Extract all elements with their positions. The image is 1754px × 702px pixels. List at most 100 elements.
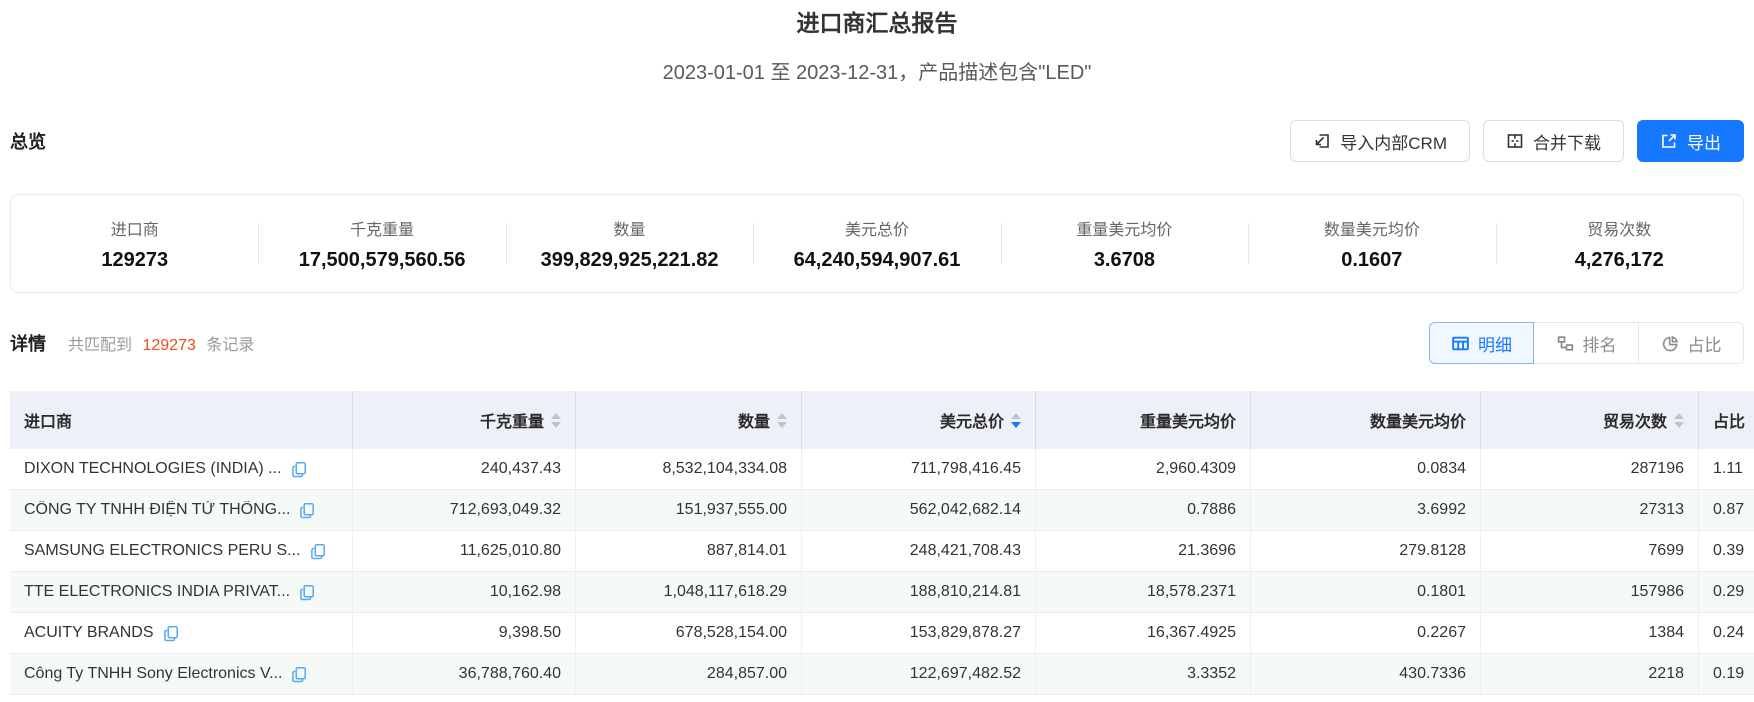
share-cell: 0.19 [1713, 665, 1745, 682]
table-icon [1451, 334, 1470, 353]
usd-per-quantity-cell: 279.8128 [1251, 531, 1481, 571]
importer-name: TTE ELECTRONICS INDIA PRIVAT... [24, 583, 291, 600]
usd-per-weight-cell: 2,960.4309 [1036, 449, 1251, 489]
trade-count-cell: 157986 [1481, 572, 1699, 612]
importer-name: CÔNG TY TNHH ĐIỆN TỬ THÔNG... [24, 501, 291, 518]
col-header-label: 数量美元均价 [1369, 414, 1466, 431]
share-cell: 1.11 [1713, 460, 1743, 477]
col-header-label: 美元总价 [939, 414, 1004, 431]
tab-detail[interactable]: 明细 [1429, 322, 1534, 364]
ranking-icon [1556, 334, 1575, 353]
stat-value: 129273 [101, 248, 169, 271]
tab-share[interactable]: 占比 [1639, 322, 1744, 364]
share-cell: 0.87 [1713, 501, 1745, 518]
table-header-row: 进口商 千克重量 数量 美元总价 重量美元均价 数量美 [10, 391, 1754, 449]
copy-icon[interactable] [310, 543, 326, 560]
usd-per-quantity-cell: 0.0834 [1251, 449, 1481, 489]
col-header-usd-total[interactable]: 美元总价 [802, 391, 1036, 449]
stat-value: 3.6708 [1093, 248, 1155, 271]
details-toolbar: 详情 共匹配到 129273 条记录 明细 排名 [10, 322, 1744, 364]
stat-usd-per-weight: 重量美元均价 3.6708 [1000, 195, 1248, 292]
kg-weight-cell: 36,788,760.40 [353, 654, 576, 694]
merge-download-label: 合并下载 [1533, 133, 1601, 153]
col-header-importer: 进口商 [10, 391, 353, 449]
tab-ranking[interactable]: 排名 [1534, 322, 1639, 364]
table-row: ACUITY BRANDS 9,398.50 678,528,154.00 15… [10, 613, 1754, 654]
importer-name: ACUITY BRANDS [24, 624, 154, 641]
kg-weight-cell: 10,162.98 [353, 572, 576, 612]
overview-section-title: 总览 [10, 132, 46, 152]
match-suffix: 条记录 [206, 337, 255, 354]
copy-icon[interactable] [291, 666, 307, 683]
stat-value: 399,829,925,221.82 [540, 248, 719, 271]
quantity-cell: 887,814.01 [576, 531, 802, 571]
stat-value: 17,500,579,560.56 [298, 248, 466, 271]
col-header-usd-per-quantity: 数量美元均价 [1251, 391, 1481, 449]
kg-weight-cell: 9,398.50 [353, 613, 576, 653]
usd-total-cell: 248,421,708.43 [802, 531, 1036, 571]
importer-cell: ACUITY BRANDS [10, 613, 353, 653]
stat-value: 0.1607 [1341, 248, 1403, 271]
stat-trade-count: 贸易次数 4,276,172 [1495, 195, 1743, 292]
kg-weight-cell: 11,625,010.80 [353, 531, 576, 571]
quantity-cell: 1,048,117,618.29 [576, 572, 802, 612]
col-header-label: 贸易次数 [1602, 414, 1667, 431]
importer-summary-report-page: 进口商汇总报告 2023-01-01 至 2023-12-31，产品描述包含"L… [0, 8, 1754, 702]
table-row: SAMSUNG ELECTRONICS PERU S... 11,625,010… [10, 531, 1754, 572]
table-row: CÔNG TY TNHH ĐIỆN TỬ THÔNG... 712,693,04… [10, 490, 1754, 531]
trade-count-cell: 27313 [1481, 490, 1699, 530]
usd-per-weight-cell: 16,367.4925 [1036, 613, 1251, 653]
col-header-quantity[interactable]: 数量 [576, 391, 802, 449]
col-header-trade-count[interactable]: 贸易次数 [1481, 391, 1699, 449]
merge-download-button[interactable]: 合并下载 [1483, 120, 1624, 162]
kg-weight-cell: 240,437.43 [353, 449, 576, 489]
col-header-label: 重量美元均价 [1139, 414, 1236, 431]
importer-cell: CÔNG TY TNHH ĐIỆN TỬ THÔNG... [10, 490, 353, 530]
col-header-kg-weight[interactable]: 千克重量 [353, 391, 576, 449]
trade-count-cell: 7699 [1481, 531, 1699, 571]
sort-carets-icon [551, 412, 561, 428]
col-header-label: 千克重量 [479, 414, 544, 431]
quantity-cell: 284,857.00 [576, 654, 802, 694]
stat-value: 4,276,172 [1574, 248, 1664, 271]
usd-per-quantity-cell: 3.6992 [1251, 490, 1481, 530]
importer-cell: DIXON TECHNOLOGIES (INDIA) ... [10, 449, 353, 489]
stat-importers: 进口商 129273 [11, 195, 258, 292]
match-prefix: 共匹配到 [68, 337, 133, 354]
importer-name: Công Ty TNHH Sony Electronics V... [24, 665, 283, 682]
copy-icon[interactable] [291, 461, 307, 478]
usd-per-weight-cell: 0.7886 [1036, 490, 1251, 530]
copy-icon[interactable] [163, 625, 179, 642]
share-cell: 0.29 [1713, 583, 1745, 600]
col-header-usd-per-weight: 重量美元均价 [1036, 391, 1251, 449]
pie-icon [1661, 334, 1680, 353]
quantity-cell: 678,528,154.00 [576, 613, 802, 653]
sort-carets-icon [777, 412, 787, 428]
stat-label: 贸易次数 [1587, 221, 1652, 239]
match-count: 129273 [142, 337, 196, 354]
summary-stats-panel: 进口商 129273 千克重量 17,500,579,560.56 数量 399… [10, 194, 1744, 293]
kg-weight-cell: 712,693,049.32 [353, 490, 576, 530]
stat-usd-per-quantity: 数量美元均价 0.1607 [1248, 195, 1495, 292]
tab-share-label: 占比 [1687, 335, 1722, 355]
importer-cell: TTE ELECTRONICS INDIA PRIVAT... [10, 572, 353, 612]
importer-name: DIXON TECHNOLOGIES (INDIA) ... [24, 460, 282, 477]
import-crm-label: 导入内部CRM [1340, 133, 1447, 153]
stat-label: 美元总价 [844, 221, 909, 239]
stat-kg-weight: 千克重量 17,500,579,560.56 [258, 195, 505, 292]
export-label: 导出 [1687, 133, 1721, 153]
copy-icon[interactable] [299, 584, 315, 601]
tab-ranking-label: 排名 [1582, 335, 1617, 355]
importer-table-wrapper: 进口商 千克重量 数量 美元总价 重量美元均价 数量美 [10, 391, 1754, 695]
copy-icon[interactable] [299, 502, 315, 519]
usd-per-weight-cell: 18,578.2371 [1036, 572, 1251, 612]
report-date-filter-subtitle: 2023-01-01 至 2023-12-31，产品描述包含"LED" [662, 62, 1092, 84]
usd-per-quantity-cell: 0.2267 [1251, 613, 1481, 653]
col-header-share: 占比 [1699, 391, 1754, 449]
col-header-label: 进口商 [24, 414, 73, 431]
export-button[interactable]: 导出 [1637, 120, 1744, 162]
stat-value: 64,240,594,907.61 [793, 248, 961, 271]
import-crm-button[interactable]: 导入内部CRM [1290, 120, 1470, 162]
table-row: Công Ty TNHH Sony Electronics V... 36,78… [10, 654, 1754, 695]
table-row: DIXON TECHNOLOGIES (INDIA) ... 240,437.4… [10, 449, 1754, 490]
